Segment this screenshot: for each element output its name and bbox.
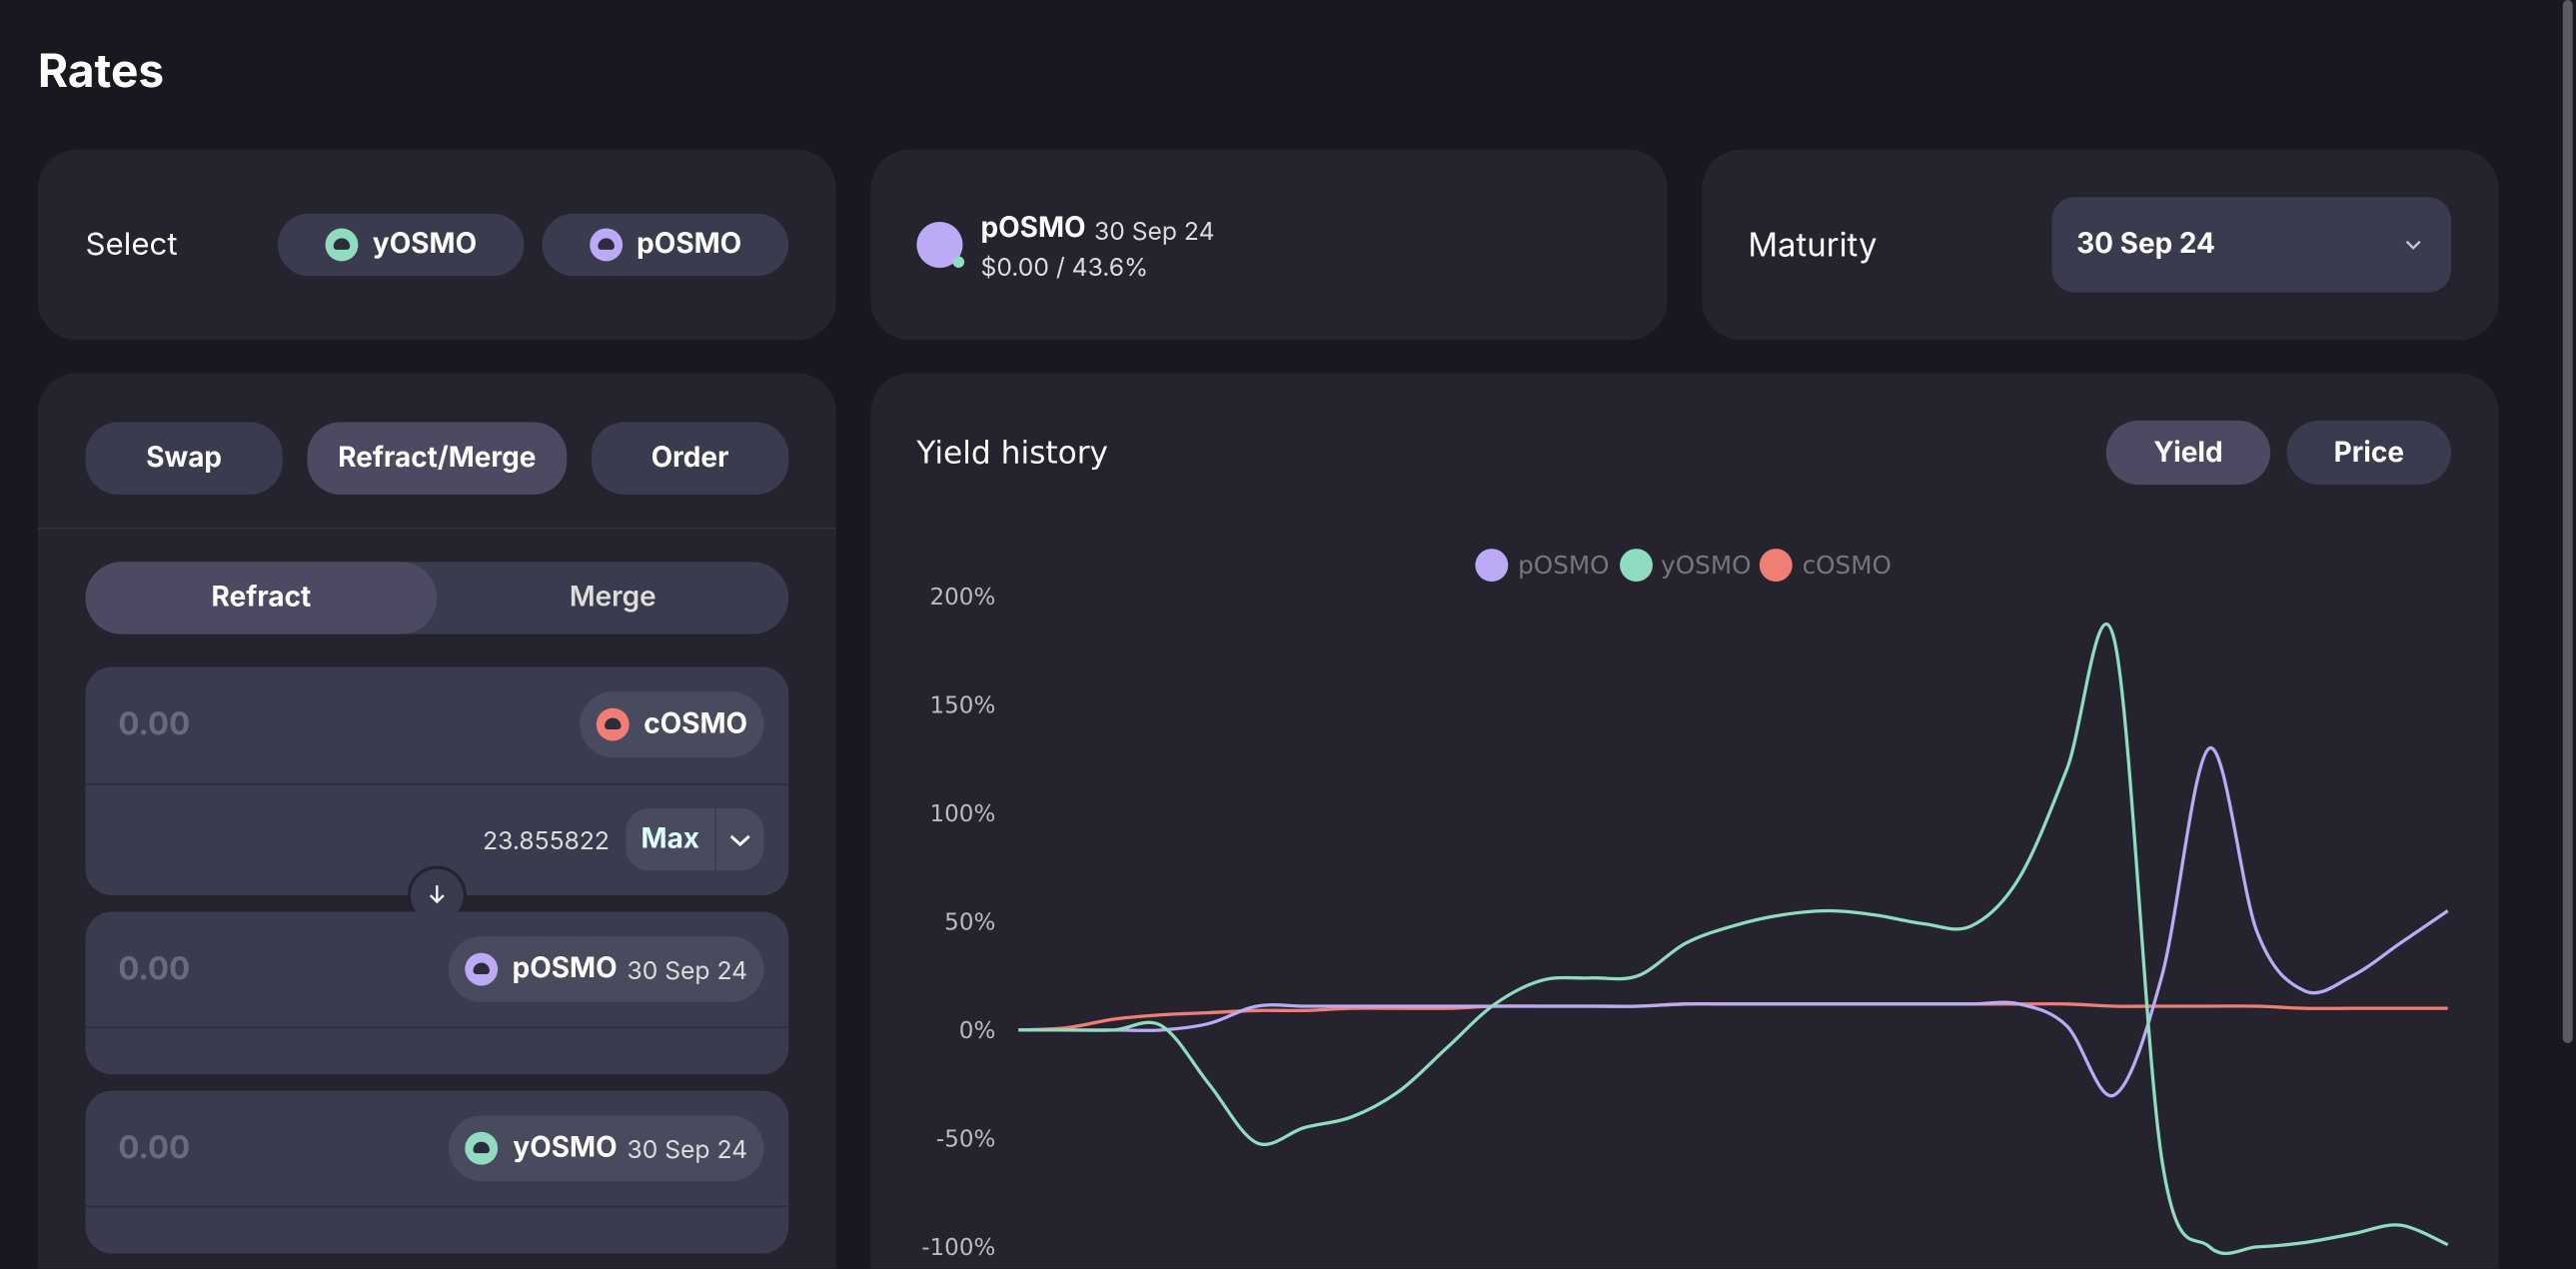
y-tick-label: -50% <box>936 1127 995 1153</box>
y-tick-label: -100% <box>921 1235 995 1261</box>
series-line <box>1018 1002 2448 1032</box>
token-pill: cOSMO <box>580 691 764 757</box>
series-line <box>1018 622 2449 1256</box>
select-card: Select yOSMO pOSMO <box>37 149 836 341</box>
amount-output: 0.00 <box>118 1128 191 1167</box>
y-tick-label: 100% <box>930 801 996 827</box>
maturity-card: Maturity 30 Sep 24 <box>1702 149 2499 341</box>
amount-input[interactable]: 0.00 <box>118 704 191 743</box>
amount-output: 0.00 <box>118 949 191 988</box>
select-label: Select <box>85 225 178 264</box>
legend-swatch <box>1475 549 1509 583</box>
status-dot <box>952 256 965 268</box>
token-name: pOSMO <box>980 212 1086 245</box>
token-name: yOSMO <box>513 1131 618 1165</box>
balance: 23.855822 <box>483 824 610 856</box>
token-name: pOSMO <box>512 952 618 986</box>
token-button[interactable]: yOSMO <box>277 213 525 277</box>
tab[interactable]: Order <box>591 422 789 495</box>
chart-panel: Yield Price <box>870 373 2499 1269</box>
output-box: 0.00 pOSMO 30 Sep 24 <box>85 911 789 1075</box>
balance-dropdown[interactable] <box>715 807 764 871</box>
token-date: 30 Sep 24 <box>627 953 748 985</box>
chevron <box>729 834 750 847</box>
series-line <box>1018 746 2449 1098</box>
page-title: Rates <box>37 42 165 99</box>
divider <box>85 783 789 785</box>
legend-swatch <box>1620 549 1653 583</box>
chart-title: Yield history <box>915 436 1108 472</box>
legend-label: cOSMO <box>1803 551 1892 580</box>
chevron <box>2405 240 2421 250</box>
mode-toggle: Refract Merge <box>85 562 789 634</box>
y-tick-label: 0% <box>959 1018 996 1044</box>
token-name: yOSMO <box>372 228 478 262</box>
token-date: 30 Sep 24 <box>1093 215 1215 247</box>
chart-toggle[interactable]: Price <box>2286 420 2451 486</box>
divider <box>85 1205 789 1208</box>
legend-label: yOSMO <box>1661 551 1751 580</box>
scrollbar <box>2562 0 2573 1044</box>
selected-card: pOSMO 30 Sep 24 $0.00 / 43.6% <box>870 149 1668 341</box>
y-tick-label: 50% <box>944 910 995 936</box>
maturity-dropdown[interactable]: 30 Sep 24 <box>2051 197 2451 293</box>
maturity-label: Maturity <box>1748 225 1878 265</box>
yield-chart: Yield history 200% 150% 100% 50% 0% -50% -100% p… <box>915 436 2449 1261</box>
mode-button[interactable]: Refract <box>85 562 438 634</box>
mode-button[interactable]: Merge <box>569 582 656 615</box>
token-date: 30 Sep 24 <box>627 1132 748 1164</box>
divider <box>85 1026 789 1029</box>
output-box: 0.00 yOSMO 30 Sep 24 <box>85 1090 789 1254</box>
tab[interactable]: Swap <box>85 422 283 495</box>
token-pill: yOSMO 30 Sep 24 <box>449 1115 764 1182</box>
y-tick-label: 200% <box>930 585 996 611</box>
arrow-icon <box>429 885 445 904</box>
maturity-value: 30 Sep 24 <box>2076 228 2215 262</box>
y-tick-label: 150% <box>930 693 996 719</box>
chart-toggle[interactable]: Yield <box>2105 420 2271 486</box>
legend-swatch <box>1759 549 1793 583</box>
tab[interactable]: Refract/Merge <box>307 422 568 495</box>
token-stats: $0.00 / 43.6% <box>980 251 1149 283</box>
token-button[interactable]: pOSMO <box>542 213 789 277</box>
max-button[interactable]: Max <box>626 807 715 871</box>
token-name: pOSMO <box>637 228 742 262</box>
legend-label: pOSMO <box>1518 551 1609 580</box>
token-pill: pOSMO 30 Sep 24 <box>448 936 764 1002</box>
divider <box>37 527 836 530</box>
input-box: 0.00 cOSMO 23.855822 Max <box>85 666 789 896</box>
token-name: cOSMO <box>644 707 748 741</box>
